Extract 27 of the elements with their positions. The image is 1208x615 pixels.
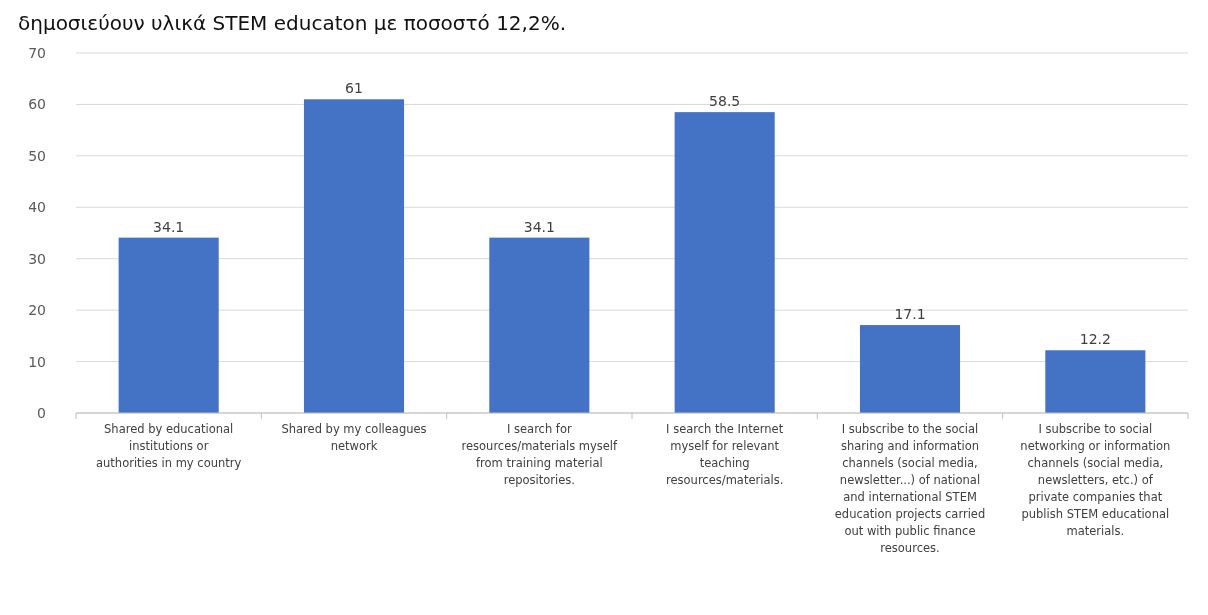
bar [303,99,405,413]
bar [489,237,590,413]
data-label: 12.2 [1079,331,1111,348]
y-tick-label: 50 [28,147,46,164]
y-tick-label: 40 [28,199,46,216]
x-tick-label: Shared by my colleagues network [281,422,427,453]
y-tick-label: 10 [28,353,46,370]
bar [1045,350,1146,413]
y-tick-label: 0 [37,405,46,421]
x-tick-label: I subscribe to the social sharing and information channels (social media, newsletter...) of national and international STEM education projects carried out with public finance resources. [834,422,986,555]
x-tick-label: I subscribe to social networking or information channels (social media, newsletters, etc.) of private companies that publish STEM educational materials. [1020,422,1171,538]
data-label: 58.5 [709,93,741,110]
y-tick-label: 20 [28,302,46,319]
x-tick-label: I search for resources/materials myself from training material repositories. [461,422,619,487]
data-label: 34.1 [153,218,185,235]
data-label: 17.1 [894,306,926,323]
bar [859,325,961,413]
y-tick-label: 30 [28,250,46,267]
bar [118,237,219,413]
y-tick-label: 70 [28,45,46,61]
x-tick-label: Shared by educational institutions or authorities in my country [96,422,242,470]
y-tick-label: 60 [28,96,46,113]
data-label: 34.1 [523,218,555,235]
bar [674,112,775,413]
text: δημοσιεύουν υλικά STEM educaton με ποσοστό 12,2%. [18,11,567,35]
x-tick-label: I search the Internet myself for relevant teaching resources/materials. [666,422,784,487]
data-label: 61 [345,80,363,97]
